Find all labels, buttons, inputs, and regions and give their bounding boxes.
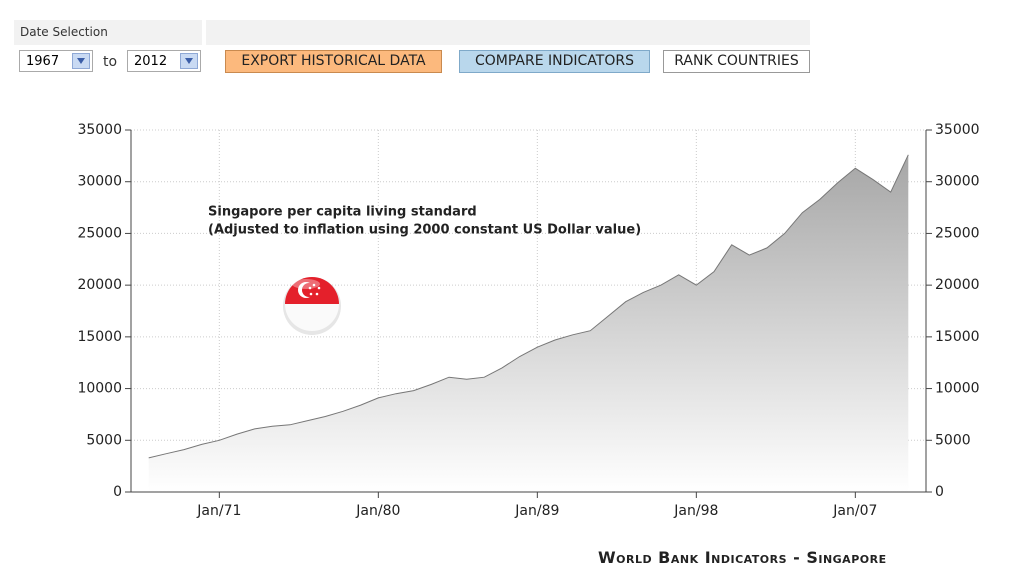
rank-button[interactable]: RANK COUNTRIES (663, 50, 810, 73)
y2-tick-label: 20000 (935, 277, 980, 293)
y2-tick-label: 25000 (935, 225, 980, 241)
to-label: to (103, 54, 118, 70)
x-tick-label: Jan/80 (355, 503, 400, 519)
date-label: Date Selection (20, 25, 108, 39)
y2-tick-label: 0 (935, 484, 944, 500)
y2-tick-label: 5000 (935, 432, 971, 448)
y-tick-label: 20000 (77, 277, 122, 293)
x-tick-label: Jan/98 (673, 503, 718, 519)
compare-button[interactable]: COMPARE INDICATORS (459, 50, 650, 73)
annotation: (Adjusted to inflation using 2000 consta… (208, 223, 641, 238)
from-value: 1967 (26, 54, 60, 69)
y-tick-label: 35000 (77, 122, 122, 138)
y-tick-label: 5000 (86, 432, 122, 448)
y2-tick-label: 35000 (935, 122, 980, 138)
annotation: Singapore per capita living standard (208, 205, 477, 220)
y-tick-label: 15000 (77, 329, 122, 345)
y-tick-label: 30000 (77, 174, 122, 190)
y-tick-label: 0 (113, 484, 122, 500)
from-select[interactable]: 1967 (19, 50, 93, 72)
x-tick-label: Jan/07 (832, 503, 877, 519)
area-fill (148, 154, 909, 493)
x-tick-label: Jan/71 (196, 503, 241, 519)
y-tick-label: 10000 (77, 381, 122, 397)
x-tick-label: Jan/89 (514, 503, 559, 519)
y2-tick-label: 15000 (935, 329, 980, 345)
y-tick-label: 25000 (77, 225, 122, 241)
header-strip (206, 20, 810, 45)
export-button[interactable]: EXPORT HISTORICAL DATA (225, 50, 442, 73)
footer: World Bank Indicators - Singapore (598, 548, 887, 567)
to-select[interactable]: 2012 (127, 50, 201, 72)
header-strip (14, 20, 202, 45)
to-value: 2012 (134, 54, 168, 69)
y2-tick-label: 10000 (935, 381, 980, 397)
y2-tick-label: 30000 (935, 174, 980, 190)
area-line (148, 154, 909, 459)
